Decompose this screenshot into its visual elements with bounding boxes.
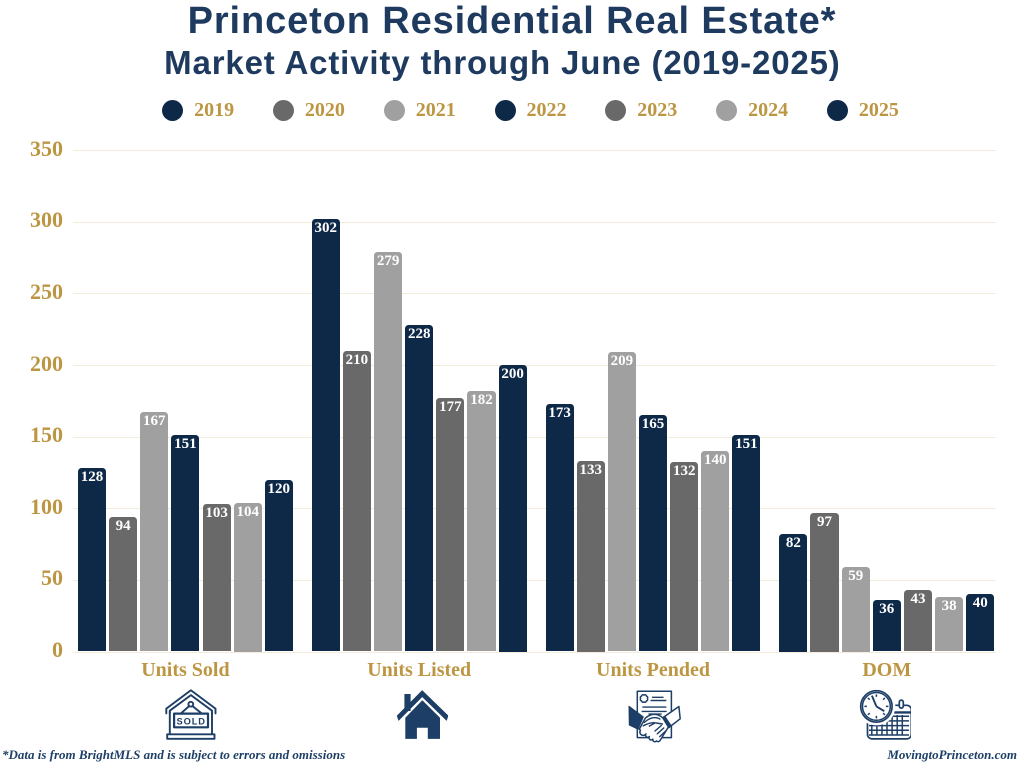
- svg-text:SOLD: SOLD: [176, 717, 205, 727]
